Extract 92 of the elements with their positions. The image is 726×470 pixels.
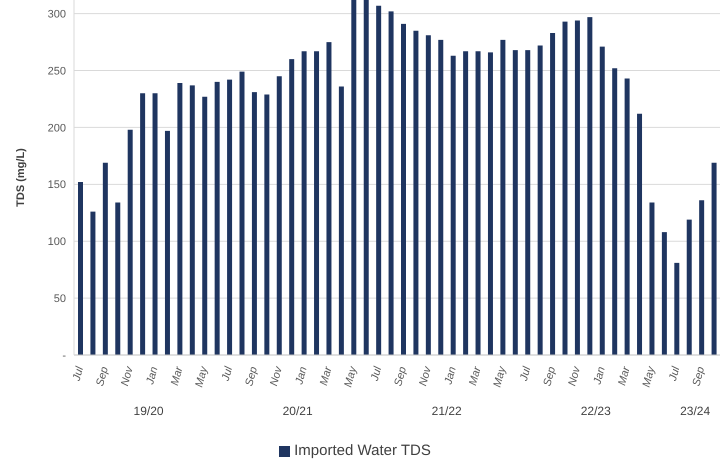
x-tick-label: Nov: [119, 364, 136, 388]
bar: [164, 130, 170, 355]
y-tick-label: 50: [54, 293, 66, 306]
bar: [177, 83, 182, 355]
bar: [214, 82, 220, 355]
legend-label: Imported Water TDS: [294, 442, 431, 459]
bar: [252, 92, 257, 355]
x-tick-label: Sep: [541, 365, 558, 388]
x-tick-label: Sep: [690, 365, 708, 388]
bar: [302, 51, 307, 355]
y-tick-label: 200: [48, 122, 66, 134]
x-tick-label: May: [491, 364, 509, 389]
bar: [463, 51, 468, 355]
bar: [364, 0, 369, 355]
bar: [190, 85, 195, 355]
x-tick-label: Jul: [666, 364, 682, 384]
y-tick-label: 300: [48, 8, 66, 21]
bar: [115, 202, 120, 355]
bar: [90, 212, 96, 355]
bar: [152, 93, 158, 355]
x-tick-label: Jul: [70, 364, 86, 384]
text: 21/22: [430, 404, 463, 418]
x-tick-label: Mar: [616, 364, 633, 387]
bar: [538, 46, 543, 355]
bar: [140, 93, 146, 355]
bar: [240, 72, 244, 355]
bar: [525, 50, 530, 355]
bar: [351, 0, 356, 355]
x-tick-label: Jan: [591, 365, 608, 387]
x-tick-label: Nov: [566, 364, 584, 388]
bar: [612, 68, 618, 355]
bar: [624, 78, 630, 355]
x-tick-label: Mar: [318, 364, 335, 387]
bar: [78, 182, 83, 355]
x-tick-label: Mar: [467, 364, 484, 387]
bar: [699, 200, 704, 355]
bar: [550, 32, 556, 355]
bar: [314, 51, 320, 355]
x-tick-label: Nov: [268, 364, 286, 388]
bar: [438, 40, 444, 355]
bar: [662, 232, 667, 355]
text: 23/24: [679, 404, 712, 418]
bar: [600, 46, 605, 355]
bar: [276, 76, 282, 355]
x-tick-label: Nov: [417, 364, 434, 388]
bar: [413, 30, 418, 355]
y-tick-label: 250: [48, 65, 66, 78]
bar: [202, 96, 208, 355]
x-tick-label: Sep: [392, 365, 410, 388]
bar: [102, 162, 108, 355]
bar: [587, 17, 592, 355]
bar: [227, 80, 232, 355]
bar: [388, 11, 394, 355]
bar: [401, 24, 406, 355]
bar: [488, 52, 493, 355]
x-tick-label: Jan: [293, 365, 310, 387]
bar: [574, 20, 580, 355]
bar: [712, 162, 717, 355]
x-tick-label: Jan: [442, 365, 459, 387]
x-tick-label: Jul: [220, 364, 236, 384]
bar: [512, 50, 518, 355]
text: 19/20: [132, 404, 165, 418]
y-tick-label: 100: [48, 236, 66, 248]
bar: [426, 35, 431, 355]
x-tick-label: May: [193, 364, 211, 389]
bar: [450, 56, 456, 355]
bar: [562, 22, 568, 355]
bar: [476, 51, 481, 355]
x-tick-label: May: [640, 364, 658, 389]
bar: [500, 40, 506, 355]
text: 20/21: [282, 404, 314, 418]
bar: [649, 202, 654, 355]
bar: [686, 220, 692, 355]
x-tick-label: Jan: [144, 365, 161, 387]
bar: [264, 94, 270, 355]
bar: [376, 6, 382, 355]
bar: [637, 114, 642, 355]
bar: [674, 262, 680, 355]
x-tick-label: Jul: [518, 364, 534, 384]
x-tick-label: Mar: [168, 364, 186, 387]
bar: [128, 130, 133, 355]
y-tick-label: 150: [48, 179, 66, 192]
y-tick-label: -: [62, 350, 66, 362]
bar: [326, 42, 332, 355]
x-tick-label: May: [342, 364, 360, 389]
bar: [338, 86, 344, 355]
x-tick-label: Sep: [243, 365, 260, 388]
text: 22/23: [580, 404, 612, 418]
bar: [289, 59, 294, 355]
x-tick-label: Sep: [94, 365, 111, 388]
x-tick-label: Jul: [368, 364, 384, 384]
y-axis-title: TDS (mg/L): [14, 148, 27, 207]
